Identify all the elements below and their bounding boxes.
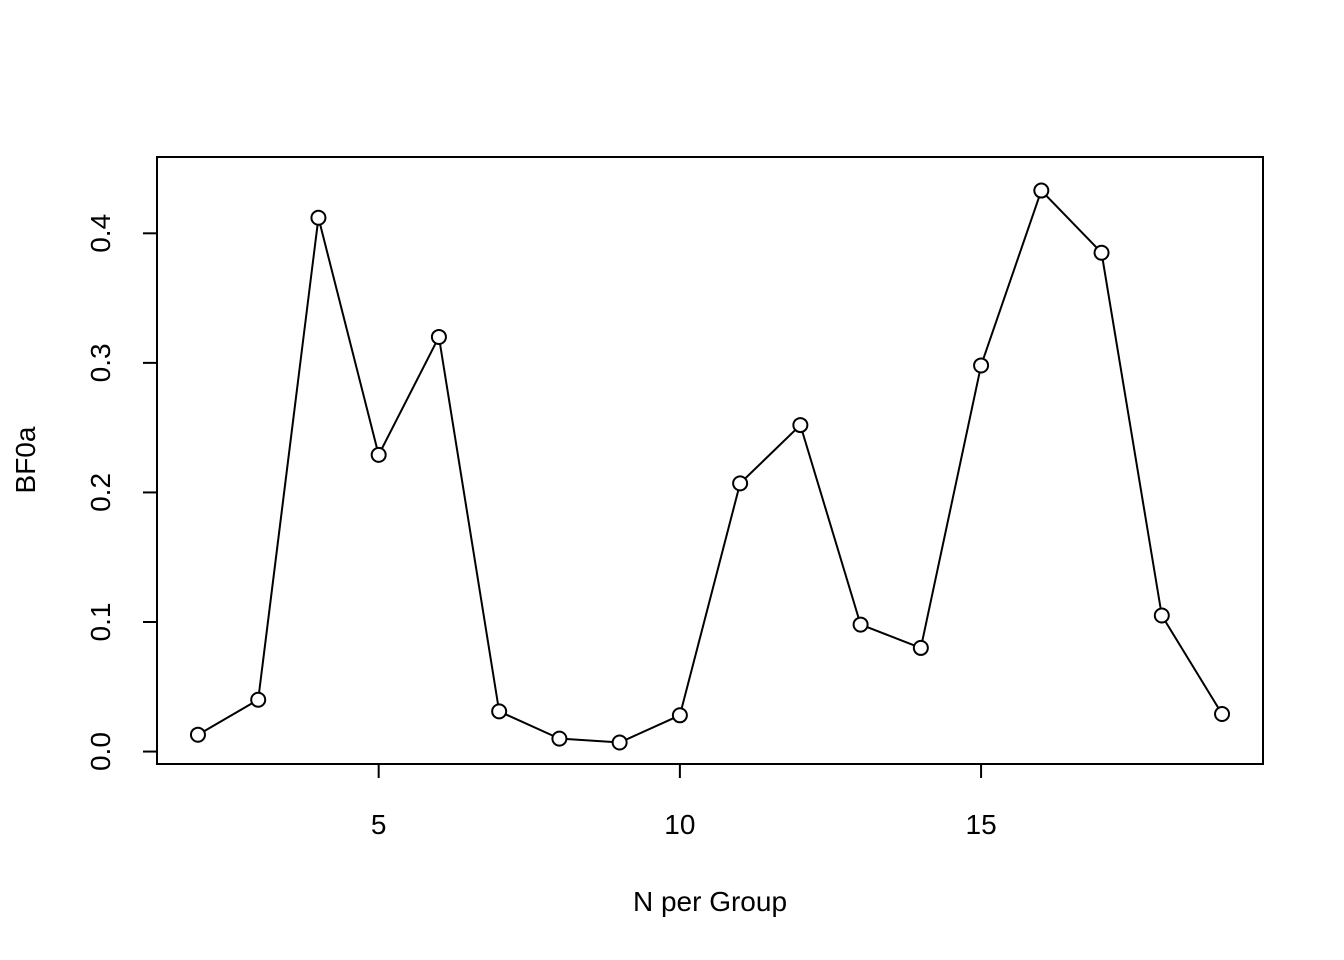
x-tick-label: 5: [371, 809, 387, 840]
y-axis-label: BF0a: [10, 426, 41, 493]
y-tick-label: 0.1: [85, 603, 116, 642]
data-point: [912, 639, 929, 656]
data-point: [250, 691, 267, 708]
x-axis-label: N per Group: [633, 886, 787, 917]
series-segment: [921, 372, 981, 642]
y-tick-label: 0.0: [85, 732, 116, 771]
series-segment: [1101, 259, 1162, 609]
series-layer: [189, 182, 1231, 751]
data-point: [491, 703, 508, 720]
data-point: [1153, 607, 1170, 624]
data-point: [310, 209, 327, 226]
series-segment: [380, 342, 437, 450]
data-point: [732, 475, 749, 492]
series-segment: [505, 713, 554, 737]
data-point: [189, 726, 206, 743]
data-point: [671, 707, 688, 724]
data-point: [852, 616, 869, 633]
series-segment: [439, 343, 500, 705]
series-segment: [625, 717, 674, 741]
series-segment: [203, 702, 253, 733]
x-tick-label: 10: [664, 809, 695, 840]
series-segment: [801, 431, 860, 619]
data-point: [430, 328, 447, 345]
series-segment: [258, 224, 319, 693]
y-axis: 0.0 0.1 0.2 0.3 0.4: [85, 214, 158, 771]
series-segment: [680, 489, 740, 709]
series-segment: [1164, 620, 1220, 709]
data-point: [611, 734, 628, 751]
data-point: [1093, 244, 1110, 261]
data-point: [551, 730, 568, 747]
data-point: [792, 417, 809, 434]
y-tick-label: 0.2: [85, 473, 116, 512]
data-point: [370, 446, 387, 463]
data-point: [1214, 705, 1231, 722]
y-tick-label: 0.3: [85, 343, 116, 382]
y-tick-label: 0.4: [85, 214, 116, 253]
data-point: [1033, 182, 1050, 199]
x-axis: 5 10 15: [371, 763, 997, 840]
series-segment: [866, 626, 915, 647]
x-tick-label: 15: [966, 809, 997, 840]
series-segment: [1045, 194, 1098, 249]
series-segment: [319, 224, 378, 449]
series-segment: [566, 738, 613, 744]
data-point: [973, 357, 990, 374]
series-segment: [744, 429, 797, 480]
series-segment: [982, 196, 1040, 360]
